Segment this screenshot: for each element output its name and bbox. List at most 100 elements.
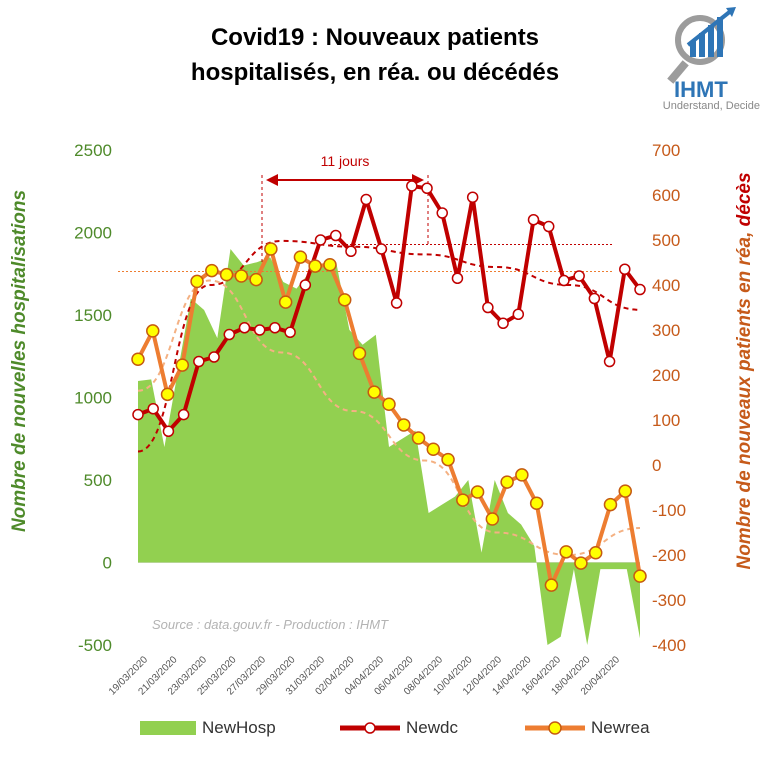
newdc-point	[542, 220, 555, 233]
newrea-point	[559, 545, 573, 559]
newrea-point	[633, 569, 647, 583]
newrea-point	[603, 497, 618, 512]
newrea-point	[426, 442, 441, 456]
y-right-tick-label: -400	[652, 636, 686, 655]
y-left-tick-label: 1500	[74, 306, 112, 325]
newdc-point	[603, 355, 616, 368]
y-right-tick-label: 600	[652, 186, 680, 205]
newdc-point	[360, 193, 372, 206]
newrea-point	[382, 397, 396, 411]
legend-item-newrea: Newrea	[525, 718, 650, 738]
y-right-tick-label: -200	[652, 546, 686, 565]
y-axis-right-title: Nombre de nouveaux patients en réa, décè…	[734, 161, 756, 581]
newrea-point	[278, 295, 293, 309]
newrea-point	[264, 242, 278, 256]
y-left-tick-label: 1000	[74, 389, 112, 408]
legend-item-newhosp: NewHosp	[140, 718, 276, 738]
newrea-point	[574, 556, 588, 570]
y-axis-right-title-part1: Nombre de nouveaux patients en réa,	[734, 226, 755, 570]
newdc-point	[573, 270, 585, 282]
y-right-tick-label: 500	[652, 231, 680, 250]
newrea-point	[618, 484, 632, 498]
newdc-point	[588, 292, 601, 305]
newdc-point	[269, 322, 281, 334]
title-line-1: Covid19 : Nouveaux patients	[210, 24, 540, 51]
newrea-point	[219, 267, 234, 282]
annotation-label: 11 jours	[321, 153, 370, 169]
logo-tagline: Understand, Decide	[662, 100, 760, 112]
newrea-point	[205, 263, 219, 278]
chart-title: Covid19 : Nouveaux patients hospitalisés…	[110, 20, 640, 90]
y-right-tick-label: -100	[652, 501, 686, 520]
newrea-trendline	[137, 279, 641, 557]
newrea-point	[323, 258, 337, 272]
newrea-point	[190, 274, 204, 289]
newdc-point	[512, 308, 525, 320]
newrea-point	[160, 387, 175, 402]
newdc-point	[208, 351, 220, 363]
newdc-point	[177, 408, 190, 421]
y-right-tick-label: 0	[652, 456, 661, 475]
newrea-point	[529, 496, 544, 510]
newdc-point	[406, 180, 418, 192]
newrea-point	[337, 293, 352, 307]
y-left-tick-label: 2000	[74, 224, 112, 243]
y-right-tick-label: 100	[652, 411, 680, 430]
newdc-point	[482, 301, 494, 314]
newdc-point	[390, 297, 403, 309]
legend: NewHosp Newdc Newrea	[130, 718, 766, 748]
newdc-point	[345, 245, 357, 257]
newdc-point	[284, 326, 296, 338]
legend-label-newdc: Newdc	[406, 718, 458, 737]
title-line-2: hospitalisés, en réa. ou décédés	[190, 59, 560, 86]
newdc-point	[253, 324, 266, 336]
newrea-point	[441, 452, 455, 467]
newdc-point	[223, 328, 236, 341]
newrea-point	[367, 385, 381, 399]
y-axis-left-title: Nombre de nouvelles hospitalisations	[9, 189, 30, 533]
newrea-point	[588, 546, 603, 560]
newdc-point	[147, 403, 159, 415]
newdc-point	[375, 243, 388, 255]
newdc-line	[137, 184, 642, 434]
newrea-point	[500, 475, 514, 489]
legend-item-newdc: Newdc	[340, 718, 458, 738]
newdc-point	[314, 234, 327, 246]
newrea-point	[131, 352, 145, 366]
newrea-point	[485, 512, 500, 526]
newdc-point	[132, 408, 144, 421]
source-note: Source : data.gouv.fr - Production : IHM…	[152, 617, 389, 632]
newhosp-area	[138, 249, 640, 645]
newrea-point	[515, 468, 529, 482]
newdc-point	[299, 279, 312, 291]
newrea-point	[293, 250, 308, 264]
y-left-tick-label: 2500	[74, 141, 112, 160]
y-right-tick-label: 700	[652, 141, 680, 160]
y-left-tick-label: -500	[78, 636, 112, 655]
newrea-point	[456, 493, 470, 507]
newdc-point	[497, 317, 509, 329]
y-right-tick-label: 300	[652, 321, 680, 340]
legend-label-newhosp: NewHosp	[202, 718, 276, 737]
newdc-point	[193, 355, 205, 368]
newdc-point	[466, 191, 479, 203]
newdc-point	[238, 322, 251, 334]
newdc-point	[162, 425, 175, 437]
y-left-tick-label: 500	[84, 471, 112, 490]
legend-label-newrea: Newrea	[591, 718, 650, 737]
newdc-point	[330, 229, 342, 242]
y-right-tick-label: 400	[652, 276, 680, 295]
newrea-point	[544, 578, 559, 592]
newdc-point	[634, 283, 646, 296]
y-left-tick-label: 0	[103, 554, 112, 573]
newrea-point	[308, 259, 322, 273]
newdc-point	[527, 214, 540, 226]
newdc-point	[619, 263, 631, 275]
newrea-point	[249, 272, 263, 287]
newrea-point	[470, 485, 485, 499]
newrea-point	[234, 269, 249, 283]
newdc-point	[421, 182, 433, 194]
newdc-point	[451, 272, 464, 284]
newrea-point	[397, 418, 411, 432]
